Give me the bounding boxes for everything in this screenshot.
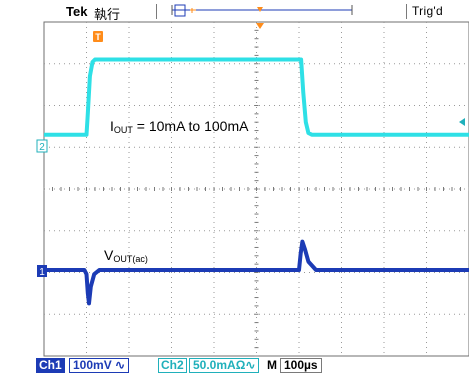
- ch2-trigger-level-icon: [459, 118, 465, 126]
- ch2-label[interactable]: Ch2: [158, 358, 187, 373]
- trace-ch2: [44, 57, 469, 137]
- ch1-label[interactable]: Ch1: [36, 358, 65, 373]
- status-bar: Ch1 100mV ∿ Ch2 50.0mAΩ∿ M 100µs: [36, 358, 469, 374]
- scope-header: Tek 執行 Trig'd: [0, 0, 469, 22]
- brand-logo: Tek: [66, 4, 88, 19]
- trigger-position-center-icon: [256, 23, 264, 29]
- trigger-position-icon: [257, 7, 263, 12]
- ch2-ground-marker: 2: [36, 139, 48, 153]
- ch1-ground-marker: 1: [37, 265, 47, 278]
- trigger-status: Trig'd: [412, 4, 443, 18]
- vout-annotation: VOUT(ac): [104, 247, 148, 264]
- header-divider: [406, 4, 407, 19]
- record-length-bar: [171, 4, 353, 17]
- ch2-scale[interactable]: 50.0mAΩ∿: [189, 358, 260, 373]
- ch1-scale[interactable]: 100mV ∿: [69, 358, 130, 373]
- trigger-marker-icon: T: [93, 31, 103, 42]
- svg-text:2: 2: [39, 142, 45, 153]
- svg-text:T: T: [95, 32, 101, 42]
- timebase-value[interactable]: 100µs: [280, 358, 322, 373]
- trace-ch1: [44, 239, 469, 306]
- svg-text:1: 1: [39, 267, 45, 278]
- acquisition-status: 執行: [94, 7, 121, 22]
- timebase-label: M: [267, 358, 277, 372]
- iout-annotation: IOUT = 10mA to 100mA: [110, 118, 249, 135]
- header-divider: [156, 4, 157, 19]
- graticule: [43, 21, 469, 357]
